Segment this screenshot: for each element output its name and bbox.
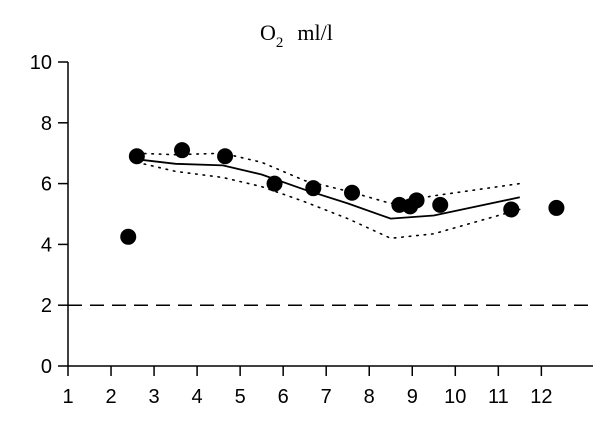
upper-bound-line: [136, 152, 521, 205]
chart-title-unit: ml/l: [297, 20, 332, 45]
x-tick-label: 10: [444, 386, 466, 408]
x-tick-label: 5: [235, 386, 246, 408]
y-tick-label: 6: [41, 174, 52, 196]
chart-title-subscript: 2: [276, 35, 284, 51]
chart-title: O2 ml/l: [260, 20, 333, 51]
mean-line: [136, 158, 520, 220]
y-tick-label: 8: [41, 113, 52, 135]
series-lines: [136, 152, 521, 240]
y-tick-label: 10: [30, 52, 52, 74]
data-points: [120, 142, 565, 245]
x-tick-label: 11: [488, 386, 509, 408]
y-tick-label: 4: [41, 234, 52, 256]
y-tick-label: 2: [41, 295, 52, 317]
data-point: [344, 184, 361, 201]
x-tick-label: 6: [278, 386, 289, 408]
data-point: [174, 142, 191, 159]
x-tick-label: 1: [62, 386, 73, 408]
data-point: [503, 201, 520, 218]
data-point: [305, 180, 322, 197]
data-point: [266, 175, 283, 192]
x-tick-label: 7: [321, 386, 332, 408]
x-tick-label: 8: [364, 386, 375, 408]
x-tick-label: 2: [105, 386, 116, 408]
data-point: [432, 196, 449, 213]
chart-title-main: O: [260, 20, 276, 45]
lower-bound-line: [136, 161, 521, 240]
x-tick-label: 4: [192, 386, 203, 408]
data-point: [548, 199, 565, 216]
y-tick-label: 0: [41, 356, 52, 378]
x-tick-label: 12: [530, 386, 552, 408]
x-tick-label: 3: [149, 386, 160, 408]
data-point: [120, 228, 137, 245]
x-tick-label: 9: [407, 386, 418, 408]
data-point: [217, 148, 234, 165]
data-point: [128, 148, 145, 165]
data-point: [408, 192, 425, 209]
